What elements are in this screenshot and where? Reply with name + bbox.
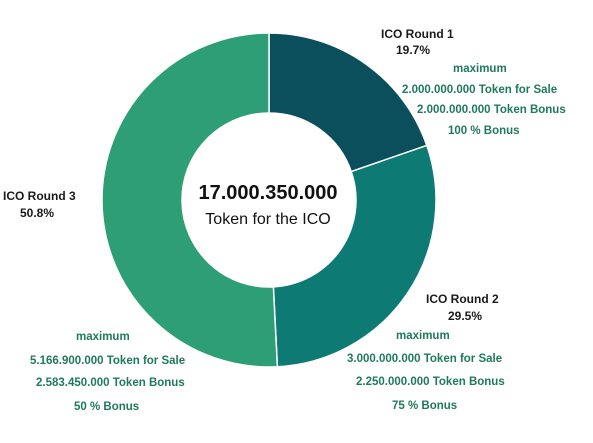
slice-percent-round-1: 19.7% xyxy=(396,43,431,57)
round-1-detail-maximum: maximum xyxy=(453,63,507,75)
round-1-detail-sale: 2.000.000.000 Token for Sale xyxy=(402,84,558,96)
center-total: 17.000.350.000 xyxy=(198,182,338,204)
slice-name-round-3: ICO Round 3 xyxy=(3,189,76,203)
round-3-detail-bonus: 2.583.450.000 Token Bonus xyxy=(36,377,185,389)
round-2-detail-percent: 75 % Bonus xyxy=(392,400,458,412)
round-3-detail-maximum: maximum xyxy=(76,331,130,343)
slice-round-1 xyxy=(268,32,428,173)
round-3-detail-sale: 5.166.900.000 Token for Sale xyxy=(30,355,186,367)
slice-name-round-1: ICO Round 1 xyxy=(381,27,454,41)
slice-round-2 xyxy=(272,144,437,368)
center-subtitle: Token for the ICO xyxy=(205,211,331,228)
round-1-detail-percent: 100 % Bonus xyxy=(448,125,520,137)
round-1-detail-bonus: 2.000.000.000 Token Bonus xyxy=(417,104,566,116)
round-2-detail-maximum: maximum xyxy=(396,330,450,342)
slice-percent-round-3: 50.8% xyxy=(20,206,55,220)
slice-round-3 xyxy=(101,32,279,368)
slices-group xyxy=(101,32,437,368)
slice-name-round-2: ICO Round 2 xyxy=(426,292,499,306)
round-2-detail-bonus: 2.250.000.000 Token Bonus xyxy=(356,376,505,388)
slice-percent-round-2: 29.5% xyxy=(448,309,483,323)
round-2-detail-sale: 3.000.000.000 Token for Sale xyxy=(347,353,503,365)
round-3-detail-percent: 50 % Bonus xyxy=(74,401,140,413)
